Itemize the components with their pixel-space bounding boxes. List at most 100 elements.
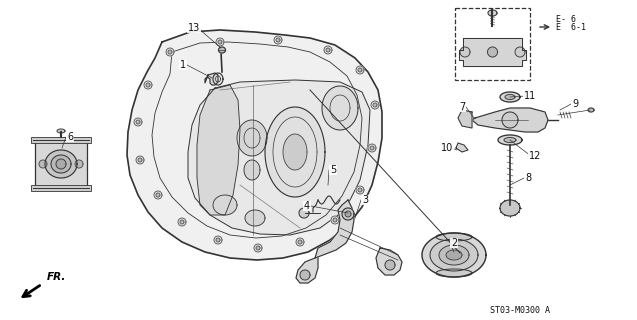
Polygon shape: [136, 156, 144, 164]
Text: 12: 12: [529, 151, 541, 161]
Polygon shape: [356, 186, 364, 194]
Polygon shape: [588, 108, 594, 112]
Bar: [455, 8, 530, 80]
Polygon shape: [154, 191, 162, 199]
Polygon shape: [51, 155, 71, 173]
Polygon shape: [300, 270, 310, 280]
Polygon shape: [213, 73, 223, 85]
Polygon shape: [178, 218, 186, 226]
Polygon shape: [430, 239, 478, 271]
Polygon shape: [138, 158, 142, 162]
Polygon shape: [515, 47, 525, 57]
Polygon shape: [456, 143, 468, 152]
Polygon shape: [488, 10, 497, 16]
Polygon shape: [296, 238, 304, 246]
Polygon shape: [436, 233, 472, 241]
Polygon shape: [368, 144, 376, 152]
Polygon shape: [333, 218, 337, 222]
Polygon shape: [326, 48, 330, 52]
Polygon shape: [214, 236, 222, 244]
Polygon shape: [322, 86, 358, 130]
Polygon shape: [358, 68, 362, 72]
Polygon shape: [57, 129, 65, 133]
Polygon shape: [45, 150, 77, 178]
Polygon shape: [458, 110, 472, 128]
Polygon shape: [446, 250, 462, 260]
FancyArrowPatch shape: [540, 25, 548, 29]
Polygon shape: [244, 160, 260, 180]
Bar: [35, 140, 87, 188]
Polygon shape: [439, 245, 469, 265]
Polygon shape: [75, 160, 83, 168]
Text: 13: 13: [188, 23, 200, 33]
Polygon shape: [180, 220, 184, 224]
Polygon shape: [459, 38, 526, 66]
Polygon shape: [127, 30, 382, 260]
Polygon shape: [500, 200, 520, 216]
Polygon shape: [276, 38, 280, 42]
Polygon shape: [237, 120, 267, 156]
Text: 8: 8: [525, 173, 531, 183]
Polygon shape: [502, 112, 518, 128]
Polygon shape: [296, 258, 318, 283]
Bar: [31, 185, 91, 191]
Text: E- 6: E- 6: [556, 15, 576, 24]
Polygon shape: [315, 200, 354, 258]
Polygon shape: [487, 47, 497, 57]
Polygon shape: [299, 208, 309, 218]
Polygon shape: [213, 195, 237, 215]
Polygon shape: [356, 66, 364, 74]
Text: 10: 10: [441, 143, 453, 153]
Polygon shape: [218, 47, 225, 53]
Polygon shape: [56, 159, 66, 169]
Polygon shape: [385, 260, 395, 270]
Polygon shape: [39, 160, 47, 168]
Polygon shape: [146, 83, 150, 87]
Polygon shape: [460, 47, 470, 57]
Text: 7: 7: [459, 102, 465, 112]
Text: 4: 4: [304, 201, 310, 211]
Polygon shape: [358, 188, 362, 192]
Polygon shape: [256, 246, 260, 250]
Polygon shape: [342, 208, 354, 220]
Polygon shape: [166, 48, 174, 56]
Polygon shape: [283, 134, 307, 170]
Text: E  6-1: E 6-1: [556, 23, 586, 32]
Polygon shape: [373, 103, 377, 107]
Text: 3: 3: [362, 195, 368, 205]
Polygon shape: [134, 118, 142, 126]
Polygon shape: [371, 101, 379, 109]
Polygon shape: [298, 240, 302, 244]
Polygon shape: [436, 269, 472, 277]
Text: 6: 6: [67, 132, 73, 142]
Bar: [31, 137, 91, 143]
Polygon shape: [245, 210, 265, 226]
Polygon shape: [505, 94, 515, 100]
Polygon shape: [216, 238, 220, 242]
Polygon shape: [265, 107, 325, 197]
Polygon shape: [274, 36, 282, 44]
Text: FR.: FR.: [47, 272, 66, 282]
Text: 9: 9: [572, 99, 578, 109]
Text: ST03-M0300 A: ST03-M0300 A: [490, 306, 550, 315]
Polygon shape: [205, 73, 218, 85]
Polygon shape: [500, 92, 520, 102]
Polygon shape: [504, 138, 516, 142]
Text: 2: 2: [451, 238, 457, 248]
Polygon shape: [136, 120, 140, 124]
Polygon shape: [376, 248, 402, 275]
Polygon shape: [188, 80, 370, 235]
Polygon shape: [331, 216, 339, 224]
Polygon shape: [498, 135, 522, 145]
Text: 5: 5: [330, 165, 336, 175]
Polygon shape: [345, 211, 351, 217]
Text: 1: 1: [180, 60, 186, 70]
Polygon shape: [422, 233, 486, 277]
Polygon shape: [156, 193, 160, 197]
Polygon shape: [216, 38, 224, 46]
Polygon shape: [218, 40, 222, 44]
Polygon shape: [168, 50, 172, 54]
Text: 11: 11: [524, 91, 536, 101]
Polygon shape: [197, 85, 240, 215]
Polygon shape: [370, 146, 374, 150]
